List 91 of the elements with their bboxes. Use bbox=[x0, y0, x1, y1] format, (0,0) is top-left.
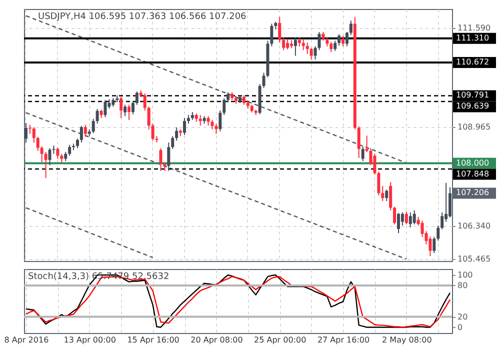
candlestick bbox=[44, 151, 48, 179]
candlestick bbox=[68, 144, 72, 156]
candlestick bbox=[171, 136, 174, 150]
candlestick bbox=[342, 35, 345, 47]
candlestick bbox=[389, 182, 392, 211]
candlestick bbox=[76, 138, 79, 149]
ref-line-label: 108.000 bbox=[456, 158, 490, 168]
candlestick bbox=[440, 212, 444, 230]
candlestick bbox=[135, 91, 138, 106]
candlestick bbox=[56, 146, 60, 160]
y-tick-label: 0 bbox=[458, 322, 463, 332]
candlestick bbox=[302, 38, 305, 51]
candlestick bbox=[48, 148, 52, 166]
y-tick-label: 105.465 bbox=[458, 254, 491, 264]
candlestick bbox=[361, 146, 364, 162]
ref-line-label: 109.639 bbox=[456, 102, 490, 111]
candlestick bbox=[282, 37, 286, 51]
candlestick bbox=[84, 124, 87, 138]
candlestick bbox=[436, 225, 440, 242]
candlestick bbox=[128, 104, 131, 120]
ref-line-label: 111.310 bbox=[456, 33, 490, 42]
candlestick bbox=[310, 47, 313, 60]
candlestick bbox=[40, 146, 44, 163]
candlestick bbox=[278, 16, 282, 44]
candlestick bbox=[330, 41, 333, 53]
x-tick-label: 2 May 08:00 bbox=[382, 336, 432, 344]
x-tick-label: 13 Apr 00:00 bbox=[64, 336, 116, 344]
candlestick bbox=[222, 98, 226, 116]
chart-title: USDJPY,H4 106.595 107.363 106.566 107.206 bbox=[38, 12, 247, 22]
candlestick bbox=[175, 126, 178, 142]
candlestick bbox=[214, 123, 218, 134]
candlestick bbox=[393, 206, 396, 225]
candlestick bbox=[381, 185, 384, 202]
candlestick bbox=[397, 212, 400, 234]
y-tick-label: 80 bbox=[458, 280, 468, 290]
candlestick bbox=[226, 92, 230, 103]
ref-line-label: 110.672 bbox=[456, 57, 490, 66]
candlestick bbox=[428, 236, 432, 257]
candlestick bbox=[32, 126, 36, 144]
candlestick bbox=[64, 151, 68, 162]
ref-line-label: 109.791 bbox=[456, 90, 490, 100]
candlestick bbox=[400, 212, 404, 226]
y-tick-label: 100 bbox=[458, 270, 473, 280]
candlestick bbox=[306, 42, 309, 54]
x-tick-label: 27 Apr 16:00 bbox=[317, 336, 370, 344]
candlestick bbox=[365, 135, 368, 152]
candlestick bbox=[151, 123, 154, 142]
candlestick bbox=[385, 189, 388, 202]
candlestick bbox=[24, 122, 28, 144]
y-tick-label: 106.340 bbox=[458, 221, 491, 230]
candlestick bbox=[408, 212, 412, 228]
text: 107.206 bbox=[456, 188, 490, 198]
candlestick bbox=[345, 32, 348, 47]
candlestick bbox=[147, 106, 150, 130]
candlestick bbox=[124, 104, 127, 117]
candlestick bbox=[294, 37, 297, 56]
candlestick bbox=[92, 118, 95, 134]
candlestick bbox=[131, 100, 134, 115]
candlestick bbox=[206, 116, 210, 126]
x-tick-label: 20 Apr 08:00 bbox=[190, 336, 243, 344]
x-tick-label: 25 Apr 00:00 bbox=[254, 336, 306, 344]
candlestick bbox=[377, 171, 380, 196]
x-tick-label: 15 Apr 16:00 bbox=[127, 336, 180, 344]
candlestick bbox=[357, 126, 360, 159]
candlestick bbox=[242, 94, 246, 106]
candlestick bbox=[120, 96, 123, 119]
candlestick bbox=[412, 210, 416, 225]
candlestick bbox=[96, 108, 99, 124]
candlestick bbox=[183, 118, 186, 136]
candlestick bbox=[80, 125, 83, 144]
candlestick bbox=[286, 38, 290, 50]
candlestick bbox=[334, 40, 337, 52]
candlestick bbox=[349, 20, 352, 36]
candlestick bbox=[404, 211, 408, 225]
y-tick-label: 108.965 bbox=[458, 122, 491, 132]
x-tick-label: 8 Apr 2016 bbox=[4, 336, 49, 344]
y-tick-label: 111.590 bbox=[458, 23, 491, 32]
candlestick bbox=[60, 153, 64, 164]
candlestick bbox=[159, 148, 162, 172]
y-tick-label: 20 bbox=[458, 312, 468, 322]
candlestick bbox=[218, 110, 222, 132]
candlestick bbox=[104, 99, 107, 118]
candlestick bbox=[448, 186, 452, 218]
candlestick bbox=[338, 34, 341, 46]
candlestick bbox=[143, 93, 146, 111]
ref-line-label: 107.848 bbox=[456, 169, 490, 178]
candlestick bbox=[210, 119, 214, 130]
candlestick bbox=[432, 236, 436, 254]
candlestick bbox=[36, 136, 40, 152]
candlestick bbox=[270, 23, 274, 47]
candlestick bbox=[167, 142, 170, 172]
